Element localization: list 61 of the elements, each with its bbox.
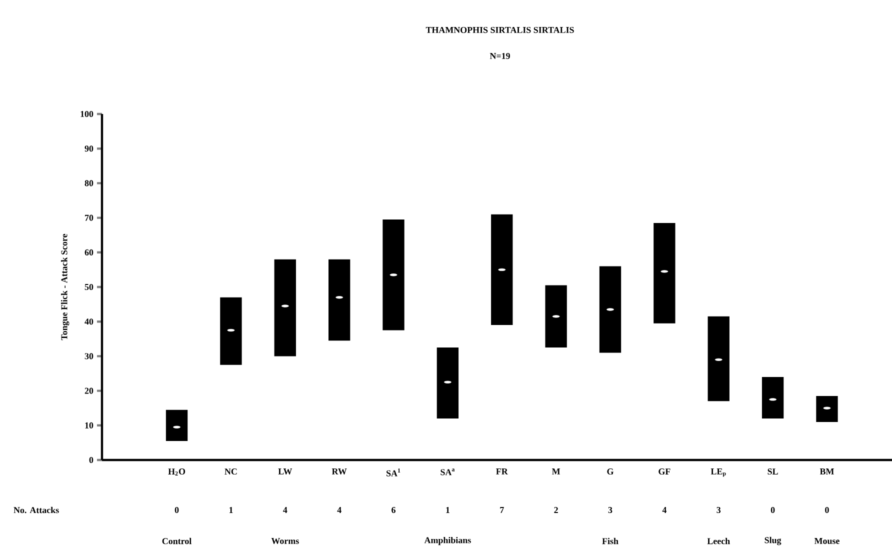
bar [166,410,188,441]
bar [436,348,459,418]
x-tick-label: G [607,468,614,475]
y-tick-label: 100 [80,110,94,118]
y-tick-label: 80 [84,180,94,186]
bar [545,285,567,348]
text: Leech [707,538,730,544]
x-tick-label: BM [820,468,834,474]
bar [762,376,784,418]
text: Control [162,538,192,544]
text: 4 [283,507,288,513]
x-tick-label: LE$_{p}$ [710,468,726,477]
y-tick-label: 0 [89,456,94,464]
text: 0 [770,506,775,514]
y-tick-label: 70 [85,214,94,221]
text: Fish [602,538,618,544]
text: 6 [392,506,396,514]
chart-title: THAMNOPHIS SIRTALIS SIRTALIS [426,26,574,34]
text: 1 [229,507,233,513]
bar [708,316,730,402]
text: 3 [716,506,721,514]
text: 2 [554,507,558,513]
text: Slug [764,536,782,546]
y-tick-label: 90 [84,146,94,152]
y-tick-label: 30 [84,353,94,360]
text: 3 [608,506,612,514]
text: 4 [662,507,667,513]
text: 7 [500,507,504,513]
bar [328,259,350,341]
x-tick-label: RW [332,468,347,475]
bar [816,396,838,422]
x-tick-label: GF [658,468,670,475]
text: Worms [271,538,299,544]
text: 0 [174,506,179,514]
bar [491,214,513,326]
text: 0 [825,506,829,514]
bar [654,222,676,324]
x-tick-label: SA$^{a}$ [440,468,455,476]
text: 1 [446,507,450,513]
text: 4 [337,507,342,513]
x-tick-label: H$_{2}$O [168,468,186,476]
x-tick-label: LW [278,468,292,475]
x-tick-label: SA$^{1}$ [386,468,400,476]
x-tick-label: NC [224,468,237,475]
chart-subtitle: N=19 [490,52,510,60]
bar [220,297,242,365]
y-tick-label: 20 [84,388,94,394]
x-tick-label: M [552,468,560,474]
y-tick-label: 10 [85,422,94,428]
bar [599,266,622,353]
x-tick-label: FR [496,468,508,474]
x-tick-label: SL [768,468,778,475]
y-axis-title: Tongue Flick - Attack Score [60,234,70,340]
bar [274,259,296,356]
y-tick-label: 50 [84,284,94,290]
text: Mouse [814,538,840,544]
text: No. Attacks [14,506,59,514]
bar [382,220,404,330]
text: Amphibians [424,536,471,546]
y-tick-label: 40 [84,318,94,325]
y-tick-label: 60 [84,249,94,256]
